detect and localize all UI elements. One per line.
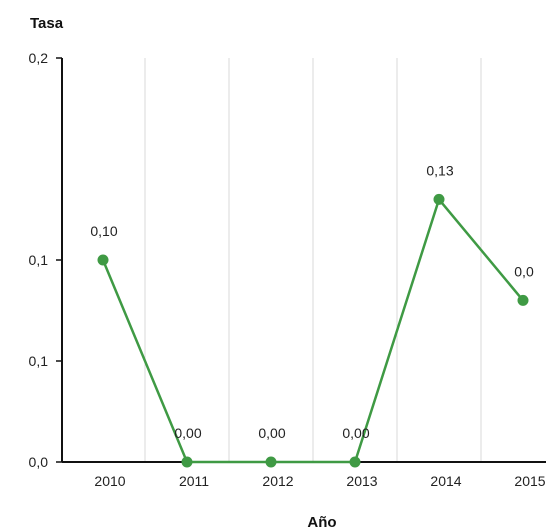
y-tick-label: 0,1 bbox=[29, 252, 49, 268]
y-tick-label: 0,1 bbox=[29, 353, 49, 369]
y-axis-title: Tasa bbox=[30, 15, 64, 32]
data-label: 0,00 bbox=[342, 425, 369, 441]
y-tick-label: 0,2 bbox=[29, 50, 49, 66]
vertical-gridlines bbox=[144, 58, 482, 462]
data-point bbox=[349, 456, 361, 468]
data-label: 0,00 bbox=[258, 425, 285, 441]
data-label: 0,10 bbox=[90, 223, 117, 239]
x-axis-ticks: 2010 2011 2012 2013 2014 2015 bbox=[94, 473, 545, 489]
y-axis-ticks: 0,0 0,1 0,1 0,2 bbox=[29, 50, 62, 470]
data-label: 0,0 bbox=[514, 263, 534, 279]
data-point bbox=[433, 193, 445, 205]
y-tick-label: 0,0 bbox=[29, 454, 49, 470]
x-tick-label: 2010 bbox=[94, 473, 125, 489]
data-label: 0,00 bbox=[174, 425, 201, 441]
data-point bbox=[517, 294, 529, 306]
x-tick-label: 2014 bbox=[430, 473, 461, 489]
x-tick-label: 2015 bbox=[514, 473, 545, 489]
x-tick-label: 2012 bbox=[262, 473, 293, 489]
data-label: 0,13 bbox=[426, 162, 453, 178]
series-line bbox=[101, 198, 524, 464]
x-axis-title: Año bbox=[307, 514, 336, 529]
x-tick-label: 2011 bbox=[179, 473, 209, 489]
axes bbox=[61, 58, 546, 463]
data-point bbox=[181, 456, 193, 468]
series-group: 0,10 0,00 0,00 0,00 0,13 0,0 bbox=[90, 162, 534, 468]
x-tick-label: 2013 bbox=[346, 473, 377, 489]
data-point bbox=[265, 456, 277, 468]
data-point bbox=[97, 254, 109, 266]
